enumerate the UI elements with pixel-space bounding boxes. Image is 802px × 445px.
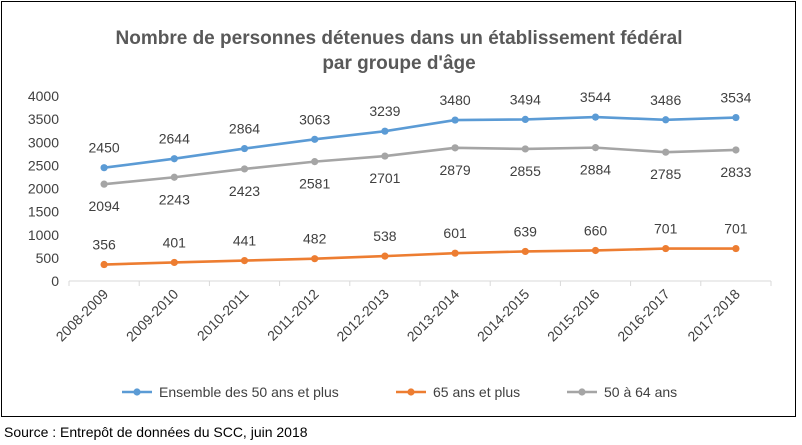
data-point bbox=[732, 113, 740, 122]
data-label: 601 bbox=[443, 225, 467, 241]
series-line bbox=[103, 146, 736, 186]
data-point bbox=[100, 180, 108, 188]
data-label: 2450 bbox=[89, 140, 120, 156]
data-point bbox=[662, 116, 670, 124]
chart-title-line: Nombre de personnes détenues dans un éta… bbox=[116, 28, 683, 49]
data-label: 701 bbox=[724, 221, 748, 237]
data-point bbox=[240, 144, 249, 153]
data-label: 2243 bbox=[159, 191, 190, 207]
data-point bbox=[381, 252, 389, 260]
y-tick-label: 3500 bbox=[28, 111, 59, 127]
data-point bbox=[170, 173, 178, 181]
data-label: 2094 bbox=[89, 198, 120, 214]
data-point bbox=[521, 115, 529, 124]
data-point bbox=[732, 146, 740, 154]
legend-label: Ensemble des 50 ans et plus bbox=[159, 384, 339, 400]
x-tick-label: 2012-2013 bbox=[333, 286, 392, 345]
data-point bbox=[240, 257, 249, 265]
data-point bbox=[591, 246, 600, 255]
y-tick-label: 500 bbox=[36, 250, 60, 266]
data-label: 3486 bbox=[650, 92, 681, 108]
data-label: 356 bbox=[92, 237, 116, 253]
x-tick-label: 2011-2012 bbox=[264, 286, 322, 344]
x-tick-label: 2008-2009 bbox=[53, 286, 112, 345]
series-line bbox=[104, 247, 736, 266]
data-point bbox=[662, 244, 670, 253]
x-tick-label: 2010-2011 bbox=[194, 286, 252, 344]
data-label: 3239 bbox=[369, 103, 400, 119]
x-tick-label: 2015-2016 bbox=[544, 286, 603, 345]
data-label: 3063 bbox=[299, 111, 330, 127]
data-label: 2833 bbox=[720, 164, 751, 180]
data-point bbox=[100, 260, 108, 269]
data-point bbox=[240, 165, 249, 173]
data-label: 2855 bbox=[510, 163, 541, 179]
data-point bbox=[591, 144, 600, 152]
source-note: Source : Entrepôt de données du SCC, jui… bbox=[4, 424, 308, 440]
chart-title-line: par groupe d'âge bbox=[322, 53, 475, 74]
data-label: 3494 bbox=[510, 91, 541, 107]
data-label: 660 bbox=[584, 222, 608, 238]
legend-marker bbox=[133, 388, 141, 396]
x-tick-label: 2014-2015 bbox=[474, 286, 533, 345]
data-point bbox=[451, 144, 459, 152]
data-point bbox=[170, 155, 178, 163]
data-label: 2644 bbox=[159, 131, 190, 147]
y-tick-label: 1500 bbox=[28, 204, 59, 220]
data-label: 2864 bbox=[229, 121, 260, 137]
y-tick-label: 2000 bbox=[28, 181, 59, 197]
data-label: 401 bbox=[163, 234, 187, 250]
legend-label: 65 ans et plus bbox=[433, 384, 520, 400]
data-label: 2879 bbox=[440, 162, 471, 178]
data-point bbox=[521, 145, 529, 153]
y-tick-label: 2500 bbox=[28, 157, 59, 173]
data-label: 3544 bbox=[580, 89, 611, 105]
data-point bbox=[311, 135, 319, 143]
legend-marker bbox=[407, 388, 415, 396]
series-line bbox=[103, 115, 736, 169]
data-label: 441 bbox=[233, 233, 257, 249]
x-tick-label: 2009-2010 bbox=[123, 286, 182, 345]
line-chart: Nombre de personnes détenues dans un éta… bbox=[28, 28, 772, 400]
y-tick-label: 4000 bbox=[28, 88, 59, 104]
data-label: 639 bbox=[514, 223, 538, 239]
data-label: 538 bbox=[373, 228, 397, 244]
data-label: 2785 bbox=[650, 166, 681, 182]
data-point bbox=[591, 113, 600, 121]
data-point bbox=[170, 258, 178, 267]
chart-frame: Nombre de personnes détenues dans un éta… bbox=[1, 1, 796, 417]
data-point bbox=[662, 148, 670, 156]
y-tick-label: 1000 bbox=[28, 227, 59, 243]
data-label: 2581 bbox=[299, 176, 330, 192]
legend-marker bbox=[578, 388, 586, 396]
data-point bbox=[521, 247, 529, 256]
data-point bbox=[732, 244, 740, 253]
data-point bbox=[381, 127, 389, 135]
x-tick-label: 2013-2014 bbox=[404, 286, 463, 345]
data-label: 2423 bbox=[229, 183, 260, 199]
x-tick-label: 2016-2017 bbox=[614, 286, 673, 345]
data-label: 3480 bbox=[440, 92, 471, 108]
data-point bbox=[451, 249, 459, 257]
legend-label: 50 à 64 ans bbox=[604, 384, 677, 400]
data-label: 482 bbox=[303, 231, 327, 247]
data-label: 2884 bbox=[580, 162, 611, 178]
data-point bbox=[381, 152, 389, 160]
data-point bbox=[311, 255, 319, 263]
y-tick-label: 0 bbox=[51, 273, 59, 289]
data-point bbox=[311, 158, 319, 166]
y-tick-label: 3000 bbox=[28, 134, 59, 150]
data-label: 2701 bbox=[369, 170, 400, 186]
data-point bbox=[100, 164, 108, 172]
data-label: 701 bbox=[654, 221, 678, 237]
x-tick-label: 2017-2018 bbox=[684, 286, 743, 345]
data-label: 3534 bbox=[720, 90, 751, 106]
data-point bbox=[451, 116, 459, 124]
